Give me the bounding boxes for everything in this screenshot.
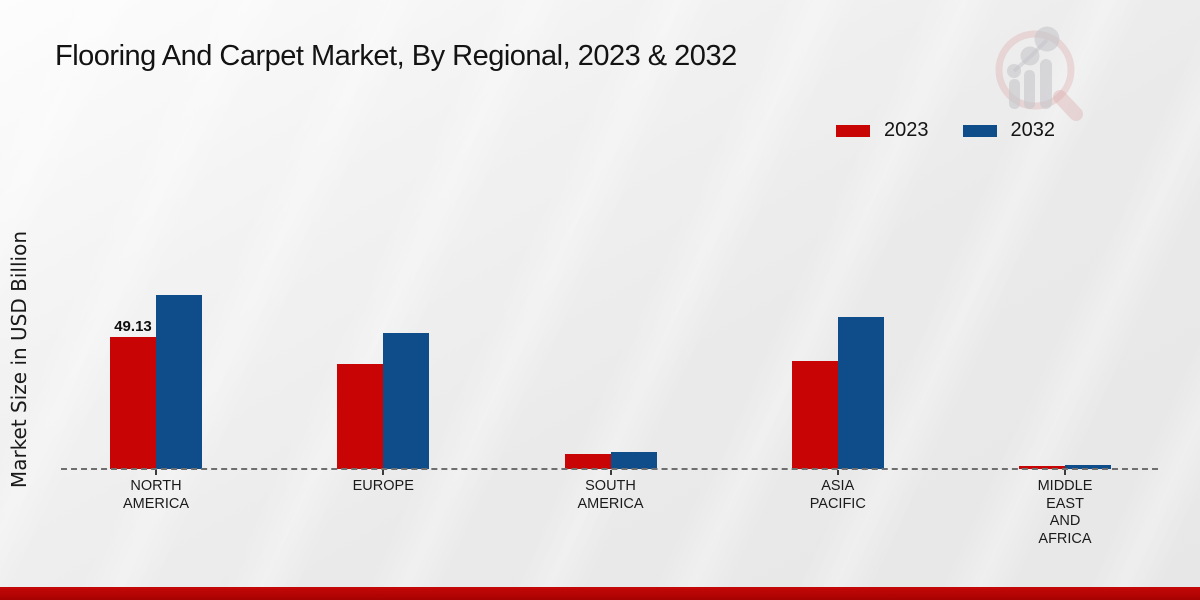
legend-item-2023: 2023 [836, 119, 929, 142]
brand-watermark [985, 22, 1090, 127]
bar-2023-europe [337, 364, 384, 469]
bar-2032-middle-east-and-africa [1065, 464, 1111, 469]
legend-item-2032: 2032 [962, 119, 1056, 142]
bar-2032-south-america [610, 452, 657, 469]
x-tick-label-middle-east-and-africa: MIDDLE EAST AND AFRICA [1037, 478, 1093, 547]
footer-accent-bar [0, 587, 1200, 600]
legend-label-2032: 2032 [1010, 119, 1056, 141]
y-axis-title: Market Size in USD Billion [0, 120, 38, 600]
x-tick-label-south-america: SOUTH AMERICA [577, 478, 644, 512]
legend-label-2023: 2023 [884, 119, 929, 141]
x-tick-south-america [609, 470, 612, 475]
bar-2032-europe [383, 332, 430, 469]
y-axis-title-text: Market Size in USD Billion [7, 231, 31, 489]
x-tick-label-asia-pacific: ASIA PACIFIC [809, 478, 866, 512]
bar-2032-asia-pacific [837, 316, 884, 469]
bar-2023-north-america [110, 336, 156, 469]
bar-2023-south-america [564, 454, 611, 469]
x-tick-north-america [155, 470, 157, 475]
x-tick-label-north-america: NORTH AMERICA [122, 478, 190, 512]
bar-value-label: 49.13 [114, 317, 152, 335]
x-tick-middle-east-and-africa [1064, 470, 1066, 475]
x-tick-label-europe: EUROPE [352, 478, 414, 494]
magnifier-chart-logo-icon [995, 26, 1083, 121]
bar-2023-asia-pacific [791, 360, 838, 469]
x-tick-asia-pacific [836, 470, 839, 475]
legend-swatch-2023 [836, 124, 870, 137]
bar-2023-middle-east-and-africa [1019, 465, 1065, 469]
legend: 2023 2032 [836, 119, 1055, 142]
x-axis-baseline [61, 468, 1158, 470]
chart-title: Flooring And Carpet Market, By Regional,… [55, 40, 737, 72]
bar-2032-north-america [156, 294, 202, 469]
legend-swatch-2032 [962, 124, 997, 137]
x-tick-europe [382, 470, 385, 475]
